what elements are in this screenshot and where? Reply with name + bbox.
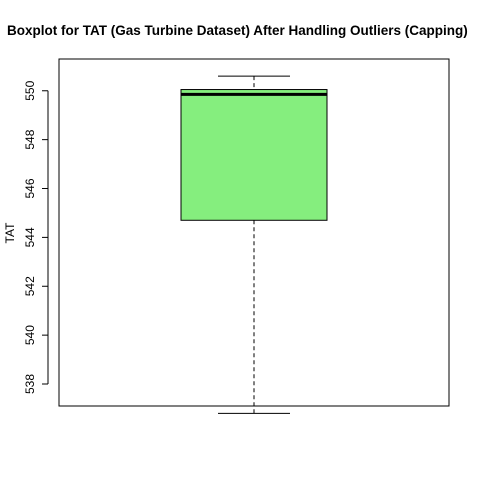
y-tick-label: 538 [23,374,37,394]
y-tick-label: 540 [23,325,37,345]
y-axis-label: TAT [3,222,17,244]
y-tick-label: 544 [23,227,37,247]
iqr-box [180,89,328,221]
chart-title: Boxplot for TAT (Gas Turbine Dataset) Af… [7,23,468,38]
y-tick-label: 546 [23,178,37,198]
y-tick-label: 542 [23,276,37,296]
y-tick-label: 548 [23,129,37,149]
y-tick-label: 550 [23,80,37,100]
y-axis: 538 540 542 544 546 548 550 [23,80,49,394]
box-group [180,75,328,414]
